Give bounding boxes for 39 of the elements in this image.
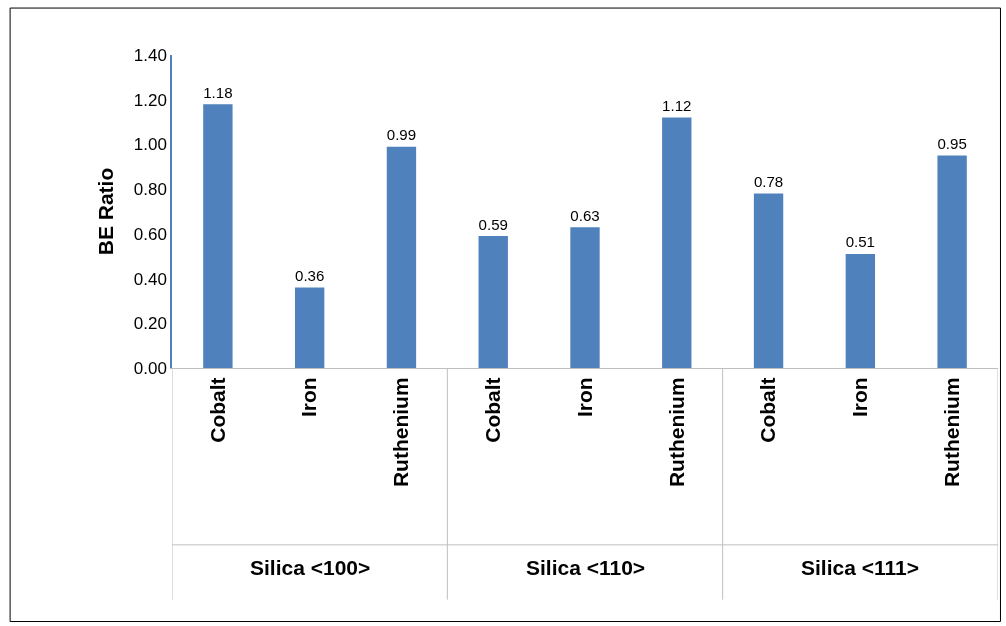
y-axis-title: BE Ratio: [94, 167, 118, 256]
y-tick-label: 0.40: [133, 269, 167, 289]
text: Silica <100>: [250, 556, 371, 579]
data-label: 0.63: [570, 206, 600, 224]
x-tick-label: Iron: [848, 377, 872, 418]
bar: [753, 193, 784, 368]
x-tick-label: Ruthenium: [389, 377, 413, 488]
bar: [937, 155, 967, 368]
bar: [845, 253, 876, 368]
bar: [478, 236, 508, 368]
data-label: 0.78: [753, 173, 784, 191]
x-tick-label: Iron: [297, 377, 321, 418]
bar: [662, 117, 692, 368]
bar: [570, 227, 600, 368]
bar: [386, 146, 417, 368]
bar: [203, 104, 233, 368]
x-tick-label: Cobalt: [756, 377, 780, 443]
y-tick-label: 1.20: [133, 90, 167, 110]
y-tick-label: 0.00: [133, 358, 167, 378]
y-tick-label: 0.60: [133, 224, 167, 244]
data-label: 0.99: [386, 126, 417, 144]
y-tick-label: 0.20: [133, 314, 167, 334]
text: Silica <110>: [526, 556, 646, 579]
y-tick-label: 0.80: [133, 180, 167, 200]
x-tick-label: Iron: [572, 377, 596, 418]
data-label: 1.18: [203, 83, 233, 101]
text: Silica <111>: [801, 556, 919, 579]
data-label: 0.36: [294, 266, 325, 284]
x-tick-label: Ruthenium: [664, 377, 688, 488]
data-label: 0.95: [937, 135, 967, 153]
data-label: 1.12: [662, 97, 692, 115]
x-tick-label: Cobalt: [481, 377, 505, 443]
x-tick-label: Ruthenium: [939, 377, 963, 488]
bar: [294, 287, 325, 368]
y-tick-label: 1.40: [133, 45, 167, 65]
y-tick-label: 1.00: [133, 135, 167, 155]
data-label: 0.59: [478, 215, 508, 233]
x-tick-label: Cobalt: [205, 377, 229, 443]
data-label: 0.51: [845, 233, 876, 251]
